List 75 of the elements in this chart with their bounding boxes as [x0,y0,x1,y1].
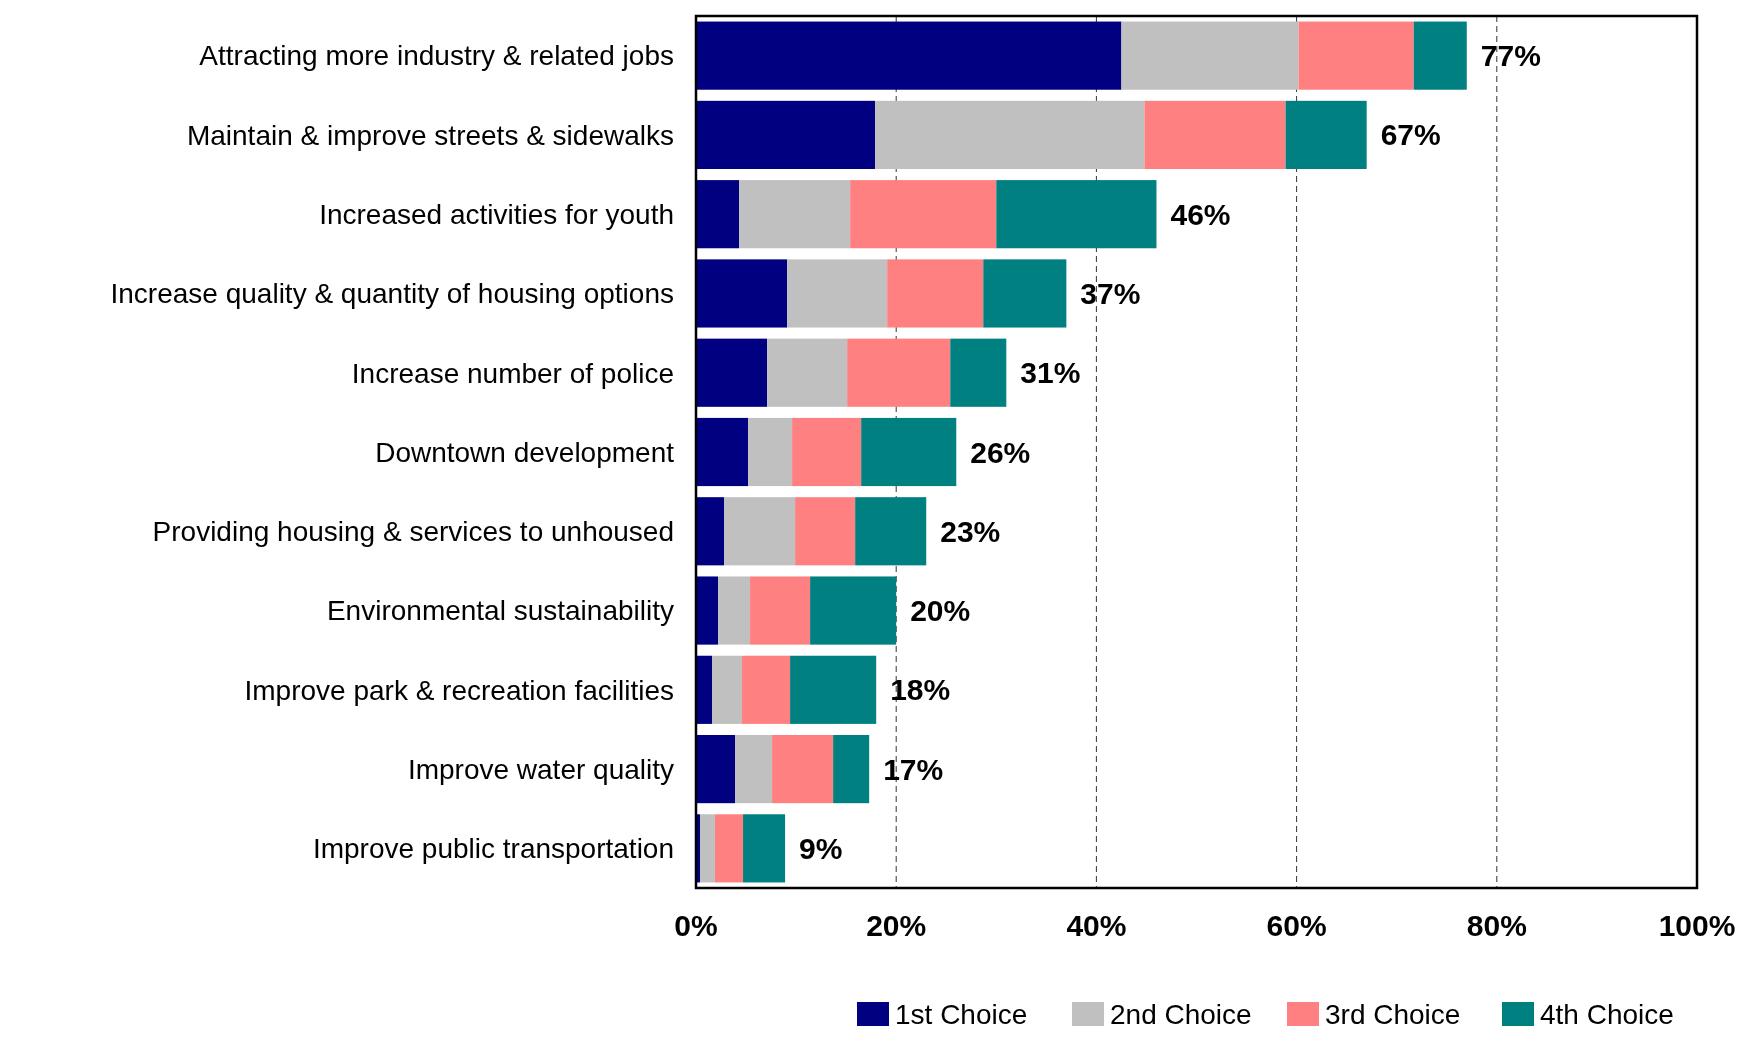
bar [855,497,927,566]
legend-label: 1st Choice [895,999,1028,1030]
bar [1413,21,1467,90]
legend-label: 4th Choice [1540,999,1674,1030]
x-tick-label: 20% [866,909,927,942]
bar [792,417,862,487]
bar [696,100,876,169]
bar [696,259,788,328]
bar [739,180,851,249]
y-tick-label: Improve park & recreation facilities [244,674,674,706]
bar [847,338,951,407]
bar [795,497,856,566]
total-label: 26% [970,435,1031,469]
bar [810,576,897,645]
x-tick-label: 60% [1266,909,1327,942]
bar [696,655,713,724]
total-label: 37% [1080,276,1141,310]
bar [861,417,957,487]
legend-label: 3rd Choice [1325,999,1461,1030]
bar [718,576,751,645]
bar [696,21,1122,90]
y-tick-label: Maintain & improve streets & sidewalks [186,119,674,151]
x-tick-label: 100% [1658,909,1736,942]
total-label: 17% [883,752,944,786]
total-label: 77% [1480,39,1541,73]
y-tick-label: Downtown development [375,436,675,468]
bar [696,576,719,645]
y-tick-label: Environmental sustainability [326,595,674,627]
bar [983,259,1067,328]
bar [787,259,888,328]
bar [696,417,749,487]
bar [696,497,725,566]
bar [700,814,716,883]
bar [742,655,791,724]
bar [1298,21,1414,90]
legend-label: 2nd Choice [1110,999,1252,1030]
total-label: 20% [910,594,971,628]
y-tick-label: Providing housing & services to unhoused [152,516,674,548]
bar [772,735,834,804]
total-label: 31% [1020,356,1081,390]
bar [790,655,877,724]
x-tick-label: 0% [674,909,718,942]
total-label: 9% [799,831,843,865]
y-tick-label: Improve water quality [407,753,674,785]
y-tick-label: Increase number of police [351,357,674,389]
bar [748,417,793,487]
total-label: 67% [1380,118,1441,152]
y-tick-label: Increase quality & quantity of housing options [110,278,674,310]
bar [833,735,870,804]
y-tick-label: Improve public transportation [312,833,674,865]
bar [724,497,796,566]
x-tick-label: 40% [1066,909,1127,942]
y-tick-label: Attracting more industry & related jobs [199,40,674,72]
bar [1285,100,1367,169]
bar [996,180,1157,249]
bar [767,338,848,407]
total-label: 46% [1170,197,1231,231]
bar [735,735,773,804]
bar [715,814,744,883]
bar [750,576,811,645]
y-tick-label: Increased activities for youth [319,198,674,230]
bar [1121,21,1299,90]
bar [950,338,1007,407]
bar [1144,100,1286,169]
bar [850,180,997,249]
bar [875,100,1145,169]
bar [743,814,786,883]
total-label: 18% [890,673,951,707]
total-label: 23% [940,514,1001,548]
bar [712,655,743,724]
bar [887,259,984,328]
bar [696,180,740,249]
bar [696,735,736,804]
x-tick-label: 80% [1466,909,1527,942]
bar [696,338,768,407]
